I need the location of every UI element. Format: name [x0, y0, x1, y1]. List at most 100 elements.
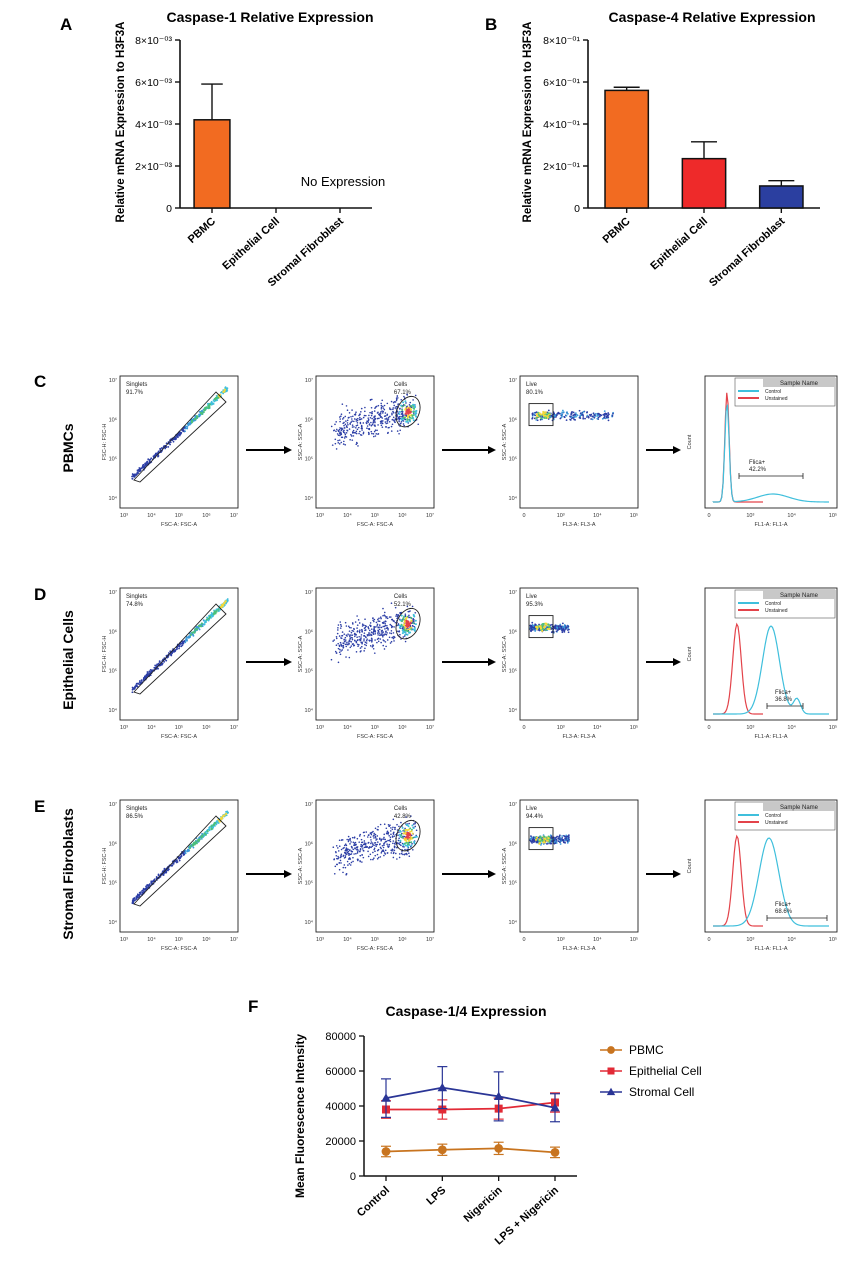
- y-tick-label: 10⁴: [109, 495, 118, 502]
- event-dot: [339, 418, 342, 420]
- event-dot: [535, 413, 539, 416]
- event-dot: [396, 823, 398, 826]
- event-dot: [337, 439, 339, 442]
- event-dot: [404, 418, 407, 421]
- event-dot: [381, 417, 384, 419]
- event-dot: [360, 841, 363, 844]
- x-tick-label: Epithelial Cell: [648, 215, 710, 272]
- event-dot: [388, 407, 391, 409]
- event-dot: [367, 428, 370, 430]
- event-dot: [337, 855, 339, 858]
- gate-name: Cells: [394, 382, 407, 388]
- event-dot: [364, 641, 367, 644]
- event-dot: [403, 424, 405, 427]
- event-dot: [382, 405, 384, 408]
- x-tick-label: 10⁴: [787, 936, 796, 943]
- marker-circle: [381, 1147, 391, 1156]
- event-dot: [361, 844, 364, 847]
- event-dot: [382, 838, 384, 840]
- event-dot: [343, 857, 346, 859]
- event-dot: [382, 607, 384, 610]
- event-dot: [369, 624, 371, 627]
- x-tick-label: Stromal Fibroblast: [707, 215, 787, 289]
- event-dot: [404, 832, 407, 835]
- event-dot: [337, 434, 340, 437]
- event-dot: [373, 832, 375, 835]
- event-dot: [363, 635, 365, 637]
- event-dot: [370, 628, 373, 630]
- event-dot: [397, 397, 399, 399]
- event-dot: [409, 830, 412, 833]
- event-dot: [540, 417, 543, 420]
- event-dot: [392, 849, 394, 851]
- x-tick-label: 10⁴: [593, 512, 602, 519]
- event-dot: [384, 620, 387, 622]
- event-dot: [345, 656, 347, 658]
- event-dot: [364, 629, 367, 631]
- event-dot: [401, 632, 404, 635]
- event-dot: [360, 641, 363, 644]
- event-dot: [336, 433, 339, 435]
- event-dot: [535, 625, 538, 628]
- event-dot: [371, 398, 373, 401]
- event-dot: [376, 638, 379, 640]
- event-dot: [392, 416, 395, 419]
- event-dot: [575, 413, 578, 416]
- event-dot: [178, 859, 181, 862]
- event-dot: [384, 412, 387, 414]
- event-dot: [344, 643, 347, 646]
- event-dot: [345, 853, 348, 856]
- event-dot: [402, 617, 405, 620]
- event-dot: [377, 841, 379, 843]
- event-dot: [557, 840, 560, 843]
- event-dot: [414, 836, 417, 839]
- event-dot: [371, 831, 373, 834]
- x-tick-label: 10³: [557, 513, 565, 519]
- event-dot: [531, 842, 533, 844]
- event-dot: [592, 412, 595, 415]
- event-dot: [559, 843, 562, 845]
- event-dot: [337, 847, 339, 849]
- event-dot: [217, 396, 220, 399]
- event-dot: [403, 619, 406, 622]
- event-dot: [354, 640, 356, 642]
- event-dot: [346, 860, 349, 863]
- event-dot: [369, 836, 372, 838]
- event-dot: [340, 637, 342, 639]
- event-dot: [390, 425, 393, 428]
- event-dot: [208, 826, 211, 829]
- event-dot: [353, 628, 355, 631]
- event-dot: [349, 837, 351, 840]
- event-dot: [178, 433, 181, 436]
- event-dot: [353, 413, 356, 416]
- event-dot: [340, 848, 343, 851]
- event-dot: [382, 614, 384, 617]
- event-dot: [347, 864, 349, 866]
- hist-legend-item: Unstained: [765, 396, 788, 402]
- event-dot: [377, 424, 379, 426]
- event-dot: [567, 631, 570, 634]
- event-dot: [338, 635, 341, 637]
- event-dot: [372, 419, 375, 421]
- event-dot: [337, 642, 339, 645]
- event-dot: [378, 624, 381, 626]
- event-dot: [335, 430, 337, 433]
- event-dot: [348, 854, 350, 856]
- scatter-events: [531, 409, 614, 422]
- event-dot: [363, 638, 365, 640]
- event-dot: [377, 825, 379, 828]
- event-dot: [198, 413, 200, 416]
- event-dot: [611, 415, 614, 417]
- event-dot: [350, 435, 353, 437]
- event-dot: [349, 864, 352, 866]
- event-dot: [394, 828, 396, 831]
- event-dot: [340, 644, 343, 647]
- event-dot: [388, 834, 391, 837]
- event-dot: [542, 834, 545, 837]
- event-dot: [361, 854, 363, 856]
- event-dot: [377, 433, 380, 435]
- y-tick-label: 0: [166, 203, 172, 215]
- event-dot: [165, 442, 168, 445]
- event-dot: [165, 659, 168, 662]
